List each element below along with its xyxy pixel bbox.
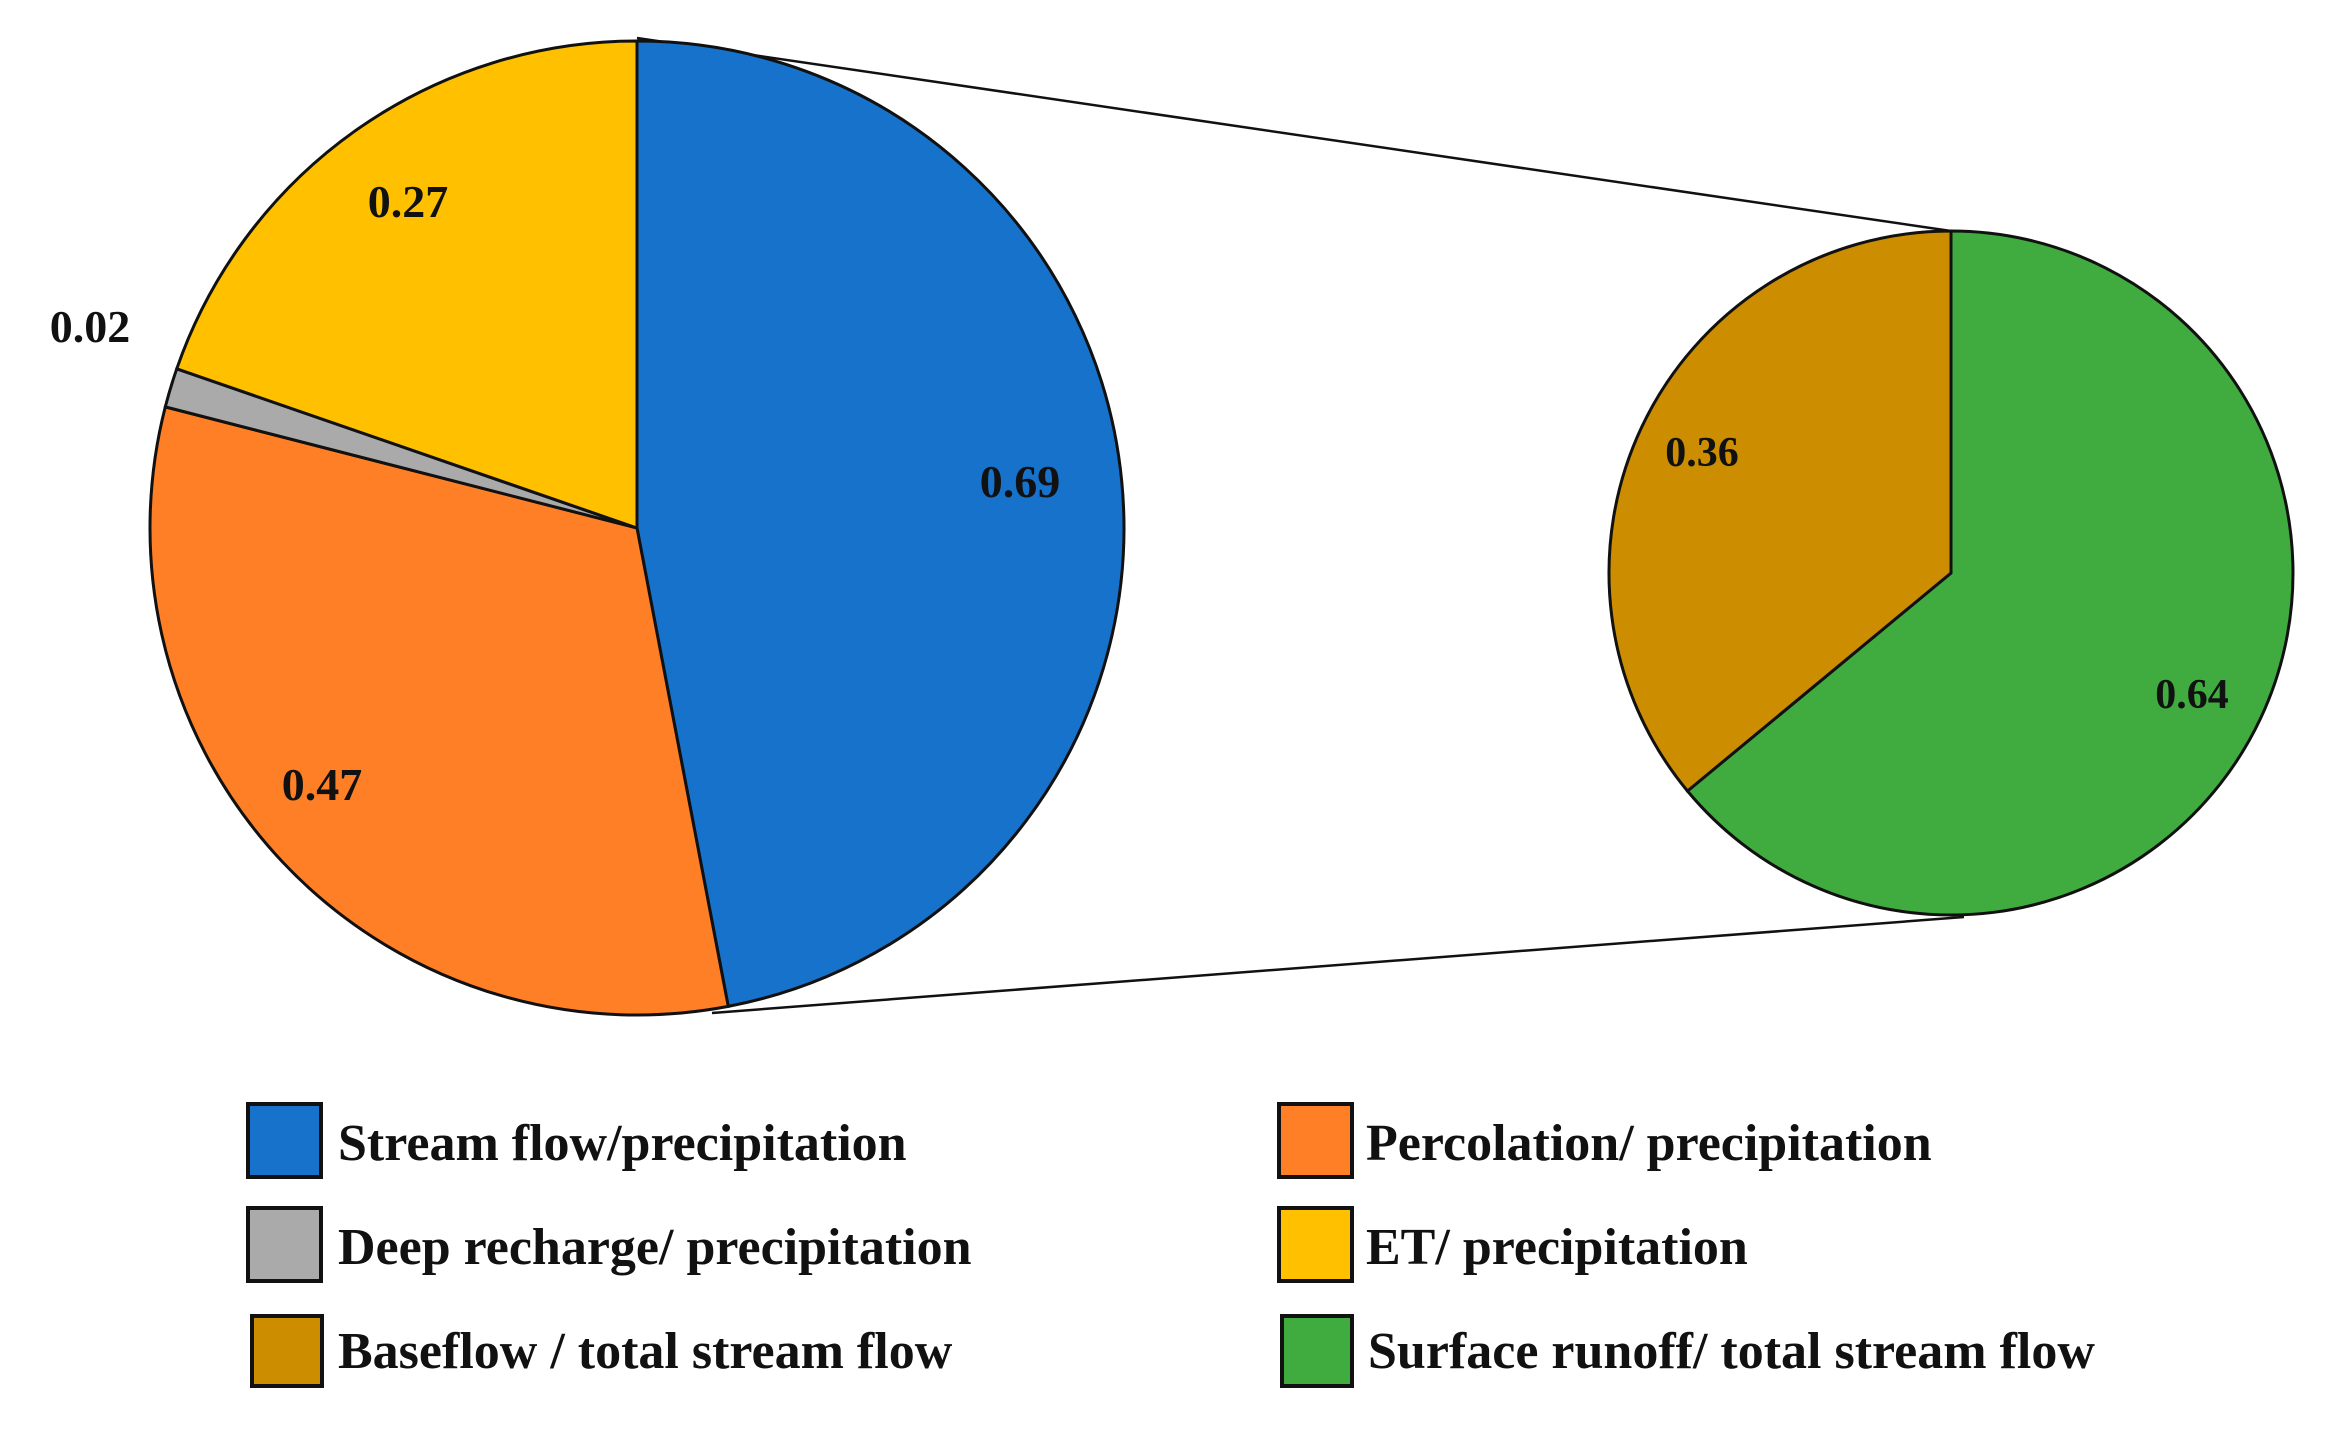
pie-slice-stream-flow — [635, 39, 1126, 1009]
pie-slice-percolation — [148, 405, 731, 1017]
label-percolation: 0.47 — [282, 759, 363, 810]
legend-text-percolation: Percolation/ precipitation — [1366, 1115, 1932, 1172]
connector-line-bottom — [711, 915, 1965, 1015]
legend-swatch-baseflow — [250, 1314, 324, 1388]
label-stream-flow: 0.69 — [980, 456, 1061, 507]
legend-swatch-et — [1277, 1206, 1354, 1283]
legend-text-et: ET/ precipitation — [1366, 1219, 1748, 1276]
label-et: 0.27 — [368, 176, 449, 227]
legend-swatch-deep-recharge — [246, 1206, 323, 1283]
label-surface-runoff: 0.64 — [2155, 672, 2229, 718]
legend-swatch-surface-runoff — [1280, 1314, 1354, 1388]
label-baseflow: 0.36 — [1665, 430, 1739, 476]
label-deep-recharge: 0.02 — [50, 301, 131, 352]
breakdown-pie — [1607, 229, 2295, 917]
pie-slice-surface-runoff — [1685, 229, 2295, 917]
legend-text-deep-recharge: Deep recharge/ precipitation — [338, 1219, 972, 1276]
legend-text-baseflow: Baseflow / total stream flow — [338, 1323, 953, 1380]
pie-slice-baseflow — [1607, 229, 1953, 794]
legend-swatch-stream-flow — [246, 1102, 323, 1179]
legend: Stream flow/precipitation Percolation/ p… — [246, 1102, 2095, 1388]
connector-line-top — [636, 36, 1952, 233]
legend-text-stream-flow: Stream flow/precipitation — [338, 1115, 907, 1172]
pie-slice-et — [174, 39, 639, 531]
legend-text-surface-runoff: Surface runoff/ total stream flow — [1368, 1323, 2095, 1380]
legend-swatch-percolation — [1277, 1102, 1354, 1179]
main-pie — [148, 39, 1126, 1017]
